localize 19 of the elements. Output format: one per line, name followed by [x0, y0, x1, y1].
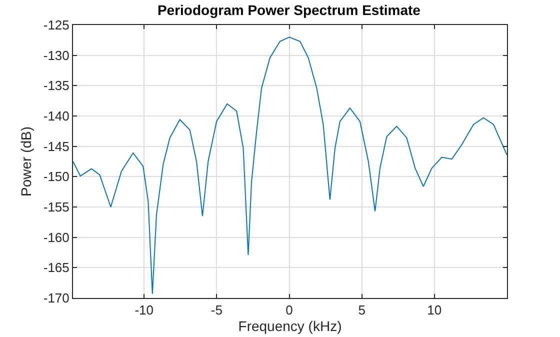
x-axis-title: Frequency (kHz): [238, 318, 342, 334]
y-tick-label: -125: [43, 18, 70, 33]
y-tick-label: -135: [43, 78, 70, 94]
x-tick-label: -5: [210, 302, 222, 318]
y-tick-label: -170: [43, 290, 70, 306]
y-tick-label: -160: [43, 230, 70, 245]
x-tick-label: -10: [134, 302, 154, 318]
line-series: [73, 36, 507, 294]
y-tick-label: -150: [43, 169, 70, 184]
x-tick-label: 10: [427, 302, 442, 318]
y-tick-label: -155: [43, 200, 70, 215]
y-tick-label: -165: [43, 260, 70, 276]
y-tick-label: -145: [43, 138, 70, 154]
y-tick-label: -130: [43, 48, 70, 63]
x-tick-label: 5: [358, 302, 366, 318]
y-axis-title: Power (dB): [18, 126, 34, 197]
y-tick-label: -140: [43, 108, 70, 124]
chart-title: Periodogram Power Spectrum Estimate: [157, 2, 421, 18]
x-tick-label: 0: [286, 302, 293, 318]
